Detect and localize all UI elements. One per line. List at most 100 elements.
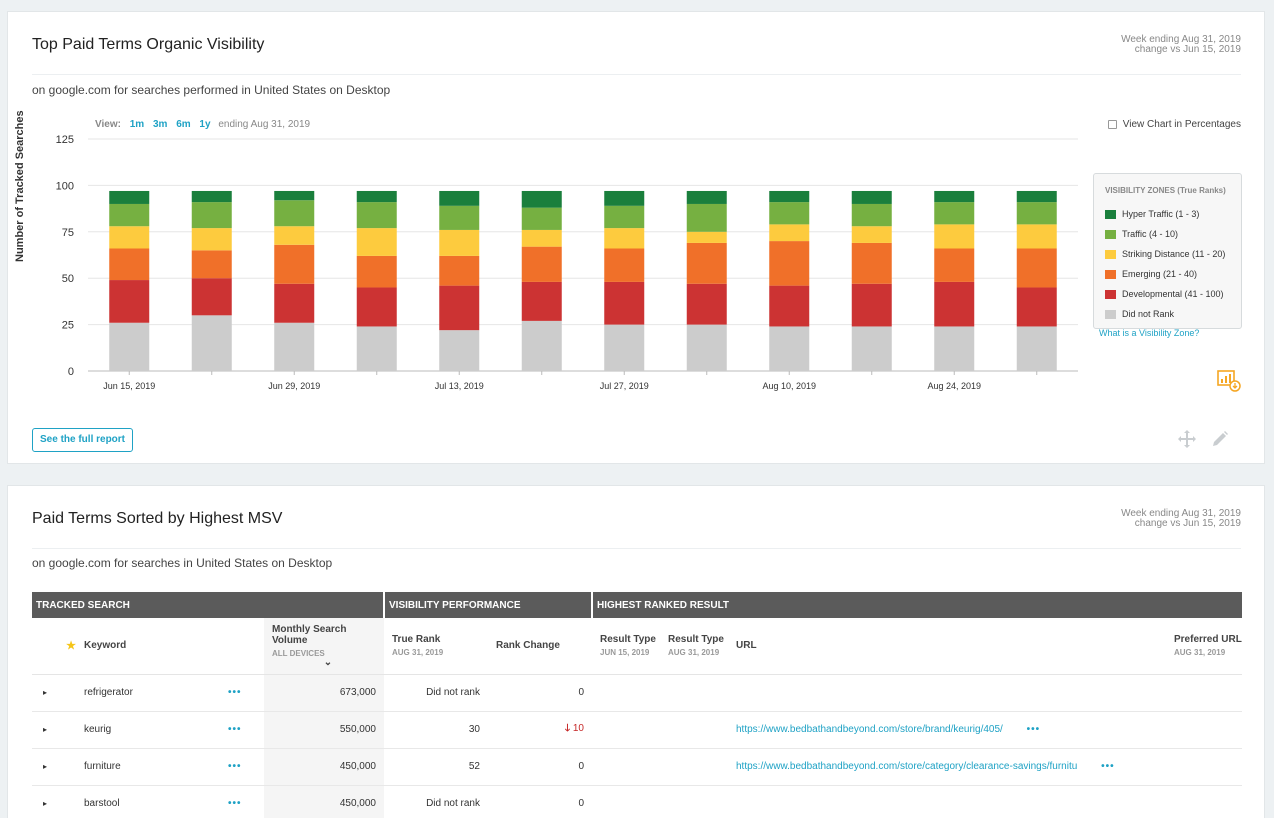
bar-segment[interactable] xyxy=(934,202,975,225)
url-cell[interactable]: https://www.bedbathandbeyond.com/store/c… xyxy=(728,748,1174,786)
bar-segment[interactable] xyxy=(1016,224,1057,249)
bar-segment[interactable] xyxy=(439,205,480,230)
bar-segment[interactable] xyxy=(521,281,562,321)
more-options-icon[interactable]: ••• xyxy=(228,724,242,735)
keyword-link[interactable]: refrigerator xyxy=(84,674,228,712)
bar-segment[interactable] xyxy=(1016,202,1057,225)
full-report-button[interactable]: See the full report xyxy=(32,428,134,452)
keyword-link[interactable]: keurig xyxy=(84,711,228,749)
bar-segment[interactable] xyxy=(439,255,480,286)
bar-segment[interactable] xyxy=(851,283,892,327)
bar-segment[interactable] xyxy=(356,287,397,327)
keyword-link[interactable]: furniture xyxy=(84,748,228,786)
rank-change-header[interactable]: Rank Change xyxy=(488,618,592,675)
bar-segment[interactable] xyxy=(274,200,315,227)
bar-segment[interactable] xyxy=(191,190,232,203)
bar-segment[interactable] xyxy=(356,228,397,256)
more-options-icon[interactable]: ••• xyxy=(228,761,242,772)
percent-toggle[interactable]: View Chart in Percentages xyxy=(1107,119,1241,130)
expand-caret-icon[interactable]: ▸ xyxy=(42,688,47,697)
bar-segment[interactable] xyxy=(686,190,727,204)
bar-segment[interactable] xyxy=(851,242,892,284)
preferred-url-header[interactable]: Preferred URL AUG 31, 2019 xyxy=(1174,618,1242,675)
bar-segment[interactable] xyxy=(521,320,562,371)
move-icon[interactable] xyxy=(1177,429,1197,449)
bar-segment[interactable] xyxy=(851,326,892,371)
star-icon[interactable]: ★ xyxy=(58,618,84,675)
legend-item[interactable]: Developmental (41 - 100) xyxy=(1105,284,1241,304)
bar-segment[interactable] xyxy=(686,231,727,243)
bar-segment[interactable] xyxy=(851,226,892,243)
bar-segment[interactable] xyxy=(604,205,645,229)
legend-item[interactable]: Did not Rank xyxy=(1105,304,1241,324)
legend-item[interactable]: Emerging (21 - 40) xyxy=(1105,264,1241,284)
view-1m-link[interactable]: 1m xyxy=(129,119,145,130)
bar-segment[interactable] xyxy=(686,324,727,371)
bar-segment[interactable] xyxy=(769,285,810,327)
bar-segment[interactable] xyxy=(109,226,150,249)
more-options-icon[interactable]: ••• xyxy=(228,687,242,698)
msv-header[interactable]: Monthly Search Volume ALL DEVICES ⌄ xyxy=(264,618,384,675)
bar-segment[interactable] xyxy=(769,241,810,286)
expand-row[interactable]: ▸ xyxy=(32,711,58,749)
expand-caret-icon[interactable]: ▸ xyxy=(42,799,47,808)
url-header[interactable]: URL xyxy=(728,618,1174,675)
bar-segment[interactable] xyxy=(274,190,315,201)
edit-icon[interactable] xyxy=(1211,430,1229,448)
bar-segment[interactable] xyxy=(851,203,892,227)
export-chart-icon[interactable] xyxy=(1217,370,1241,392)
bar-segment[interactable] xyxy=(1016,287,1057,327)
row-actions[interactable]: ••• xyxy=(228,711,264,749)
bar-segment[interactable] xyxy=(439,330,480,371)
view-6m-link[interactable]: 6m xyxy=(176,119,191,130)
bar-segment[interactable] xyxy=(439,190,480,206)
table-row[interactable]: ▸ furniture ••• 450,000 52 0 https://www.bedba… xyxy=(32,748,1242,786)
bar-segment[interactable] xyxy=(356,326,397,371)
bar-segment[interactable] xyxy=(521,246,562,282)
true-rank-header[interactable]: True Rank AUG 31, 2019 xyxy=(384,618,488,675)
legend-item[interactable]: Traffic (4 - 10) xyxy=(1105,224,1241,244)
result-url-link[interactable]: https://www.bedbathandbeyond.com/store/c… xyxy=(736,761,1078,772)
bar-segment[interactable] xyxy=(274,283,315,323)
bar-segment[interactable] xyxy=(769,190,810,203)
table-row[interactable]: ▸ barstool ••• 450,000 Did not rank 0 xyxy=(32,785,1242,818)
bar-segment[interactable] xyxy=(274,244,315,284)
bar-segment[interactable] xyxy=(521,229,562,247)
sort-chevron-icon[interactable]: ⌄ xyxy=(323,656,333,668)
bar-segment[interactable] xyxy=(109,322,150,371)
bar-segment[interactable] xyxy=(109,280,150,323)
row-actions[interactable]: ••• xyxy=(228,748,264,786)
row-actions[interactable]: ••• xyxy=(228,674,264,712)
bar-segment[interactable] xyxy=(356,190,397,203)
expand-row[interactable]: ▸ xyxy=(32,748,58,786)
bar-segment[interactable] xyxy=(191,278,232,316)
bar-segment[interactable] xyxy=(109,190,150,204)
result-type-header-1[interactable]: Result Type JUN 15, 2019 xyxy=(592,618,660,675)
expand-caret-icon[interactable]: ▸ xyxy=(42,762,47,771)
percent-checkbox[interactable] xyxy=(1107,120,1117,129)
bar-segment[interactable] xyxy=(769,224,810,242)
more-options-icon[interactable]: ••• xyxy=(228,798,242,809)
bar-segment[interactable] xyxy=(769,202,810,225)
bar-segment[interactable] xyxy=(1016,190,1057,203)
bar-segment[interactable] xyxy=(686,283,727,325)
bar-segment[interactable] xyxy=(604,324,645,371)
bar-segment[interactable] xyxy=(109,203,150,227)
table-row[interactable]: ▸ refrigerator ••• 673,000 Did not rank 0 xyxy=(32,674,1242,712)
bar-segment[interactable] xyxy=(604,190,645,206)
bar-segment[interactable] xyxy=(439,285,480,331)
bar-segment[interactable] xyxy=(521,190,562,208)
expand-row[interactable]: ▸ xyxy=(32,785,58,818)
bar-segment[interactable] xyxy=(191,202,232,229)
bar-segment[interactable] xyxy=(934,326,975,371)
expand-caret-icon[interactable]: ▸ xyxy=(42,725,47,734)
row-actions[interactable]: ••• xyxy=(228,785,264,818)
bar-segment[interactable] xyxy=(686,203,727,232)
view-3m-link[interactable]: 3m xyxy=(152,119,168,130)
view-1y-link[interactable]: 1y xyxy=(199,119,211,130)
result-type-header-2[interactable]: Result Type AUG 31, 2019 xyxy=(660,618,728,675)
legend-item[interactable]: Hyper Traffic (1 - 3) xyxy=(1105,204,1241,224)
bar-segment[interactable] xyxy=(934,248,975,282)
bar-segment[interactable] xyxy=(604,228,645,249)
expand-row[interactable]: ▸ xyxy=(32,674,58,712)
